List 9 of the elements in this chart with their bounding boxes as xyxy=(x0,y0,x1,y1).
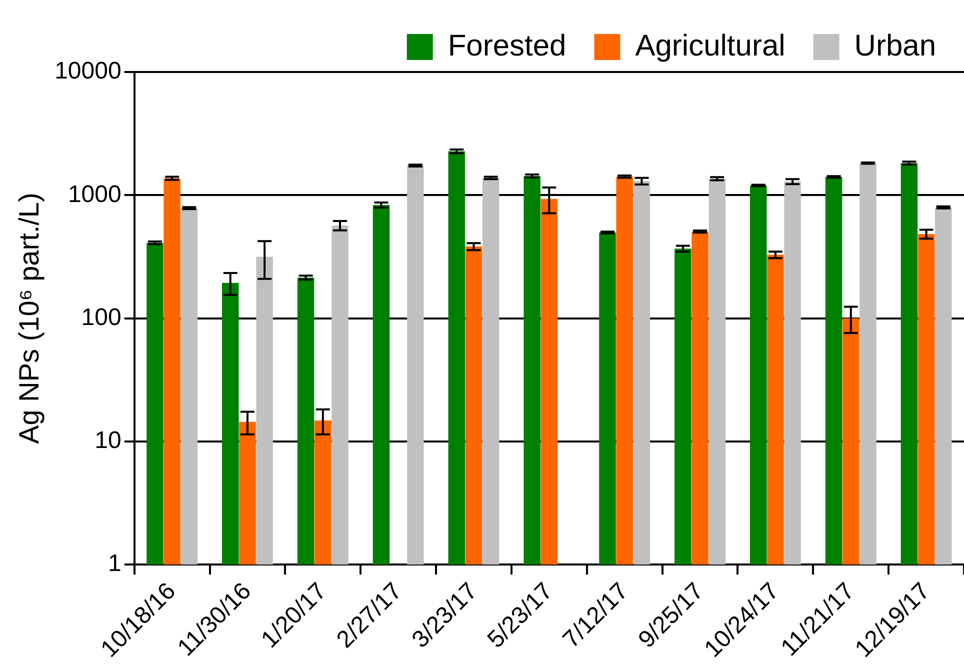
y-tick-label: 1000 xyxy=(68,180,122,208)
y-axis-title: Ag NPs (10⁶ part./L) xyxy=(14,192,45,444)
legend-label: Urban xyxy=(854,29,936,62)
y-tick-label: 1 xyxy=(108,550,122,578)
legend-label: Agricultural xyxy=(635,29,786,62)
y-tick-label: 100 xyxy=(81,304,122,331)
y-tick-label: 10 xyxy=(94,427,122,454)
y-tick-label: 10000 xyxy=(54,58,122,85)
legend-label: Forested xyxy=(448,29,566,62)
